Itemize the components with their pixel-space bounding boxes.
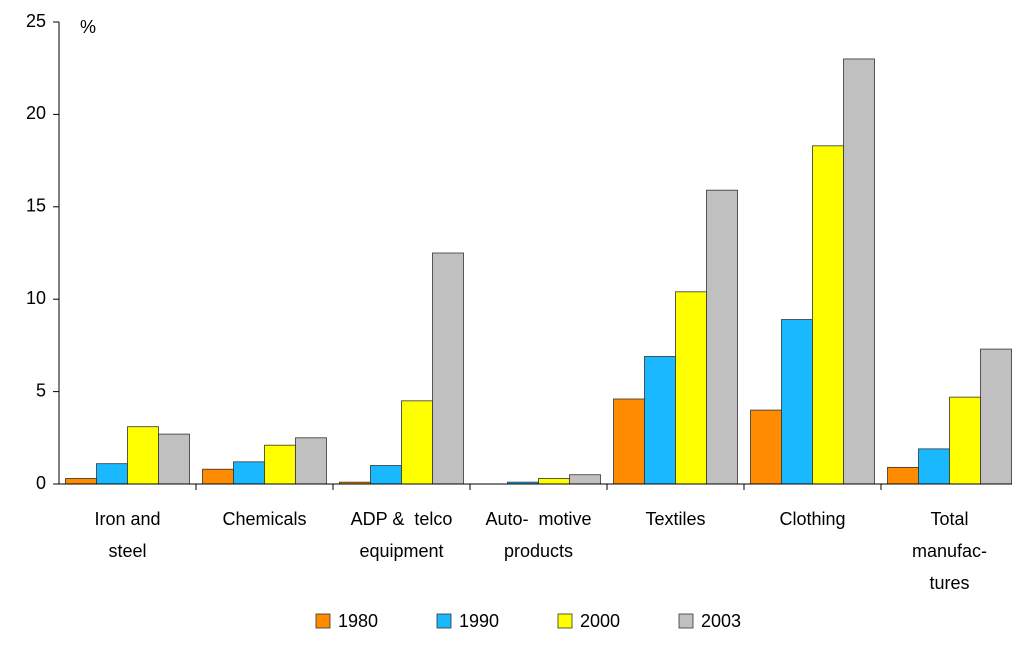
legend-label: 2003 (701, 611, 741, 631)
legend-swatch (436, 613, 452, 629)
bar (295, 437, 327, 485)
bar (706, 189, 738, 485)
x-tick-label: Total (930, 509, 968, 529)
bar (202, 468, 234, 485)
bar (569, 474, 601, 485)
bar (96, 463, 128, 485)
x-tick-label: Chemicals (222, 509, 306, 529)
y-tick-label: 20 (26, 103, 46, 123)
x-tick-label: manufac- (912, 541, 987, 561)
bar (644, 356, 676, 485)
bar (812, 145, 844, 485)
y-tick-label: 10 (26, 288, 46, 308)
bar (432, 252, 464, 485)
bar (264, 444, 296, 485)
bar (918, 448, 950, 485)
bar (675, 291, 707, 485)
bar (980, 348, 1012, 485)
bar (401, 400, 433, 485)
x-tick-label: ADP & telco (351, 509, 453, 529)
y-tick-label: 25 (26, 11, 46, 31)
y-tick-label: 15 (26, 196, 46, 216)
bar (887, 466, 919, 485)
bar (949, 396, 981, 485)
bar (65, 478, 97, 485)
bar (613, 398, 645, 485)
bar (233, 461, 265, 485)
legend-swatch (678, 613, 694, 629)
x-tick-label: steel (108, 541, 146, 561)
bar (750, 409, 782, 485)
legend-label: 2000 (580, 611, 620, 631)
bar (781, 319, 813, 485)
bar (127, 426, 159, 485)
y-tick-label: 0 (36, 473, 46, 493)
x-tick-label: tures (929, 573, 969, 593)
bar (843, 58, 875, 485)
x-tick-label: Clothing (779, 509, 845, 529)
legend-label: 1990 (459, 611, 499, 631)
x-tick-label: Auto- motive (485, 509, 591, 529)
bar (158, 433, 190, 485)
x-tick-label: Textiles (645, 509, 705, 529)
bar (538, 478, 570, 485)
x-tick-label: equipment (359, 541, 443, 561)
legend-swatch (557, 613, 573, 629)
y-unit-label: % (80, 17, 96, 37)
y-tick-label: 5 (36, 380, 46, 400)
x-tick-label: products (504, 541, 573, 561)
legend-label: 1980 (338, 611, 378, 631)
legend-swatch (315, 613, 331, 629)
bar (370, 465, 402, 485)
x-tick-label: Iron and (94, 509, 160, 529)
